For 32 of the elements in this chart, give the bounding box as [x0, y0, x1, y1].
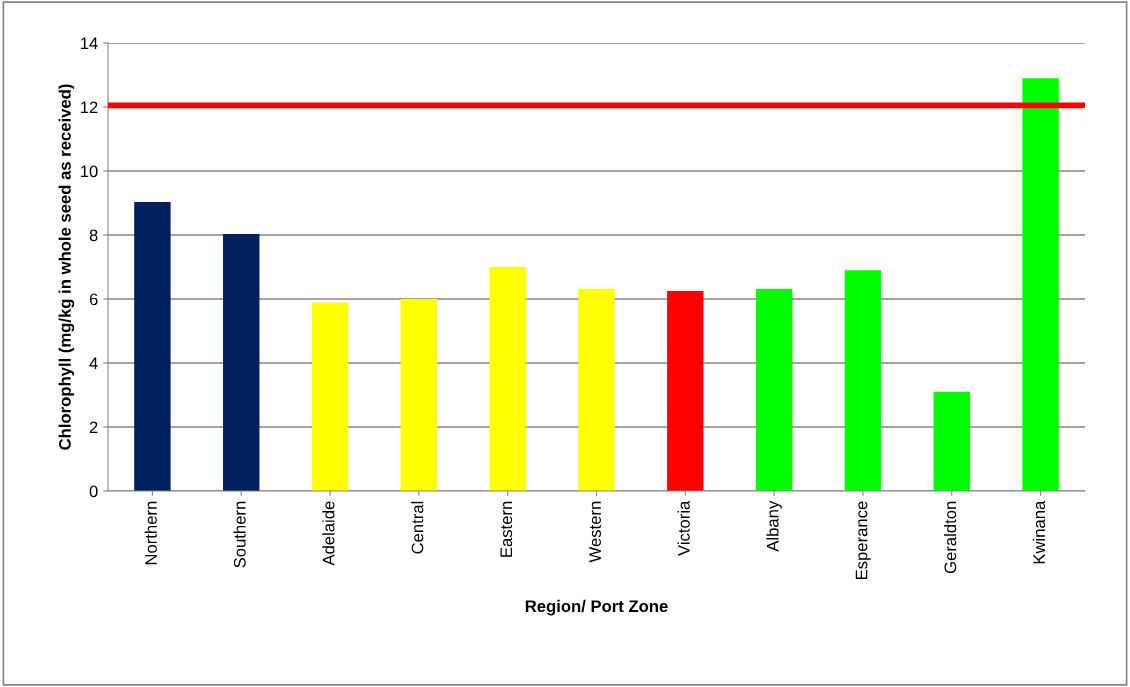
- y-tick-label: 10: [81, 165, 98, 178]
- bar: [400, 299, 438, 491]
- bar: [489, 267, 526, 491]
- y-tick-label: 6: [89, 293, 98, 306]
- y-tick-label: 0: [89, 485, 98, 498]
- bar: [223, 234, 260, 491]
- bar: [578, 289, 615, 491]
- bar: [134, 202, 171, 491]
- x-tick-label: Southern: [233, 501, 246, 568]
- x-tick-label: Central: [411, 501, 424, 554]
- x-tick-label: Western: [589, 501, 601, 563]
- x-tick-label: Eastern: [500, 501, 513, 557]
- y-axis-title: Chlorophyll (mg/kg in whole seed as received): [58, 84, 75, 450]
- bar: [844, 270, 882, 491]
- bar: [1022, 78, 1059, 491]
- x-tick-label: Geraldton: [944, 501, 957, 574]
- y-tick-label: 2: [89, 421, 98, 434]
- x-tick-label: Adelaide: [322, 501, 335, 566]
- y-tick-label: 4: [89, 357, 98, 370]
- bar: [311, 302, 349, 491]
- bar: [933, 391, 970, 491]
- x-tick-label: Kwinana: [1032, 500, 1046, 564]
- x-axis-title: Region/ Port Zone: [525, 599, 668, 616]
- y-tick-label: 8: [89, 229, 98, 242]
- x-tick-label: Albany: [766, 500, 782, 552]
- x-tick-label: Northern: [144, 501, 157, 565]
- y-tick-label: 14: [81, 37, 98, 50]
- x-tick-label: Esperance: [855, 501, 871, 580]
- bar: [755, 289, 793, 491]
- bar: [667, 291, 704, 491]
- y-tick-label: 12: [81, 101, 98, 114]
- x-tick-label: Victoria: [677, 500, 690, 556]
